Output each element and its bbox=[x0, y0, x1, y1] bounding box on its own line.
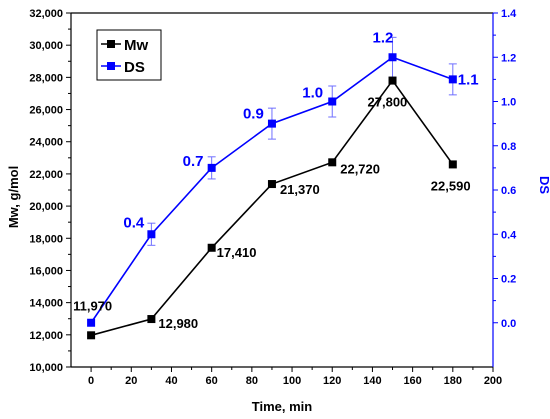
mw-data-label: 27,800 bbox=[368, 95, 408, 110]
y-right-tick-label: 0.4 bbox=[501, 229, 517, 241]
mw-data-label: 22,590 bbox=[431, 178, 471, 193]
y-left-tick-label: 14,000 bbox=[29, 298, 63, 310]
y-right-tick-label: 1.2 bbox=[501, 52, 516, 64]
x-tick-label: 200 bbox=[484, 375, 502, 387]
x-tick-label: 20 bbox=[125, 375, 137, 387]
ds-data-label: 1.2 bbox=[373, 29, 394, 46]
ds-point bbox=[388, 53, 397, 62]
x-tick-label: 180 bbox=[444, 375, 462, 387]
ds-data-label: 0.9 bbox=[243, 106, 264, 123]
legend-marker-ds bbox=[107, 62, 115, 70]
y-left-tick-label: 16,000 bbox=[29, 265, 63, 277]
y-right-tick-label: 1.0 bbox=[501, 97, 516, 109]
y-left-tick-label: 10,000 bbox=[29, 362, 63, 374]
y-left-tick-label: 12,000 bbox=[29, 330, 63, 342]
y-left-tick-label: 18,000 bbox=[29, 233, 63, 245]
legend-box bbox=[96, 29, 162, 81]
x-axis-title: Time, min bbox=[252, 399, 313, 414]
y-left-tick-label: 30,000 bbox=[29, 40, 63, 52]
mw-point bbox=[267, 180, 276, 189]
x-tick-label: 160 bbox=[403, 375, 421, 387]
mw-point bbox=[87, 331, 96, 340]
x-tick-label: 100 bbox=[283, 375, 301, 387]
mw-data-label: 21,370 bbox=[280, 182, 320, 197]
legend-label-ds: DS bbox=[124, 59, 145, 76]
ds-point bbox=[207, 163, 216, 172]
y-right-tick-label: 0.8 bbox=[501, 141, 516, 153]
ds-data-label: 1.1 bbox=[458, 71, 479, 88]
legend-marker-mw bbox=[107, 40, 115, 48]
legend-label-mw: Mw bbox=[124, 37, 148, 54]
x-tick-label: 80 bbox=[246, 375, 258, 387]
y-left-tick-label: 28,000 bbox=[29, 72, 63, 84]
mw-data-label: 12,980 bbox=[158, 316, 198, 331]
ds-point bbox=[448, 75, 457, 84]
mw-point bbox=[388, 76, 397, 85]
y-right-tick-label: 1.4 bbox=[501, 8, 517, 20]
y-left-tick-label: 26,000 bbox=[29, 105, 63, 117]
y-right-tick-label: 0.6 bbox=[501, 185, 516, 197]
ds-point bbox=[267, 119, 276, 128]
ds-data-label: 0.7 bbox=[183, 153, 204, 170]
mw-data-label: 22,720 bbox=[340, 161, 380, 176]
mw-data-label: 17,410 bbox=[217, 245, 257, 260]
y-axis-title-left: Mw, g/mol bbox=[6, 166, 21, 228]
ds-data-label: 1.0 bbox=[302, 85, 323, 102]
mw-point bbox=[207, 243, 216, 252]
ds-data-label: 0.4 bbox=[123, 214, 145, 231]
x-tick-label: 120 bbox=[323, 375, 341, 387]
plot-area: 0 20 40 60 80 100 120 140 160 180 200 10,000 12,000 1… bbox=[29, 8, 517, 387]
y-left-tick-label: 20,000 bbox=[29, 201, 63, 213]
legend: Mw DS bbox=[96, 29, 162, 81]
x-tick-label: 60 bbox=[206, 375, 218, 387]
y-left-tick-label: 22,000 bbox=[29, 169, 63, 181]
mw-point bbox=[147, 315, 156, 324]
x-tick-label: 140 bbox=[363, 375, 381, 387]
ds-point bbox=[328, 97, 337, 106]
x-tick-label: 0 bbox=[88, 375, 94, 387]
y-axis-title-right: DS bbox=[537, 176, 550, 194]
x-tick-label: 40 bbox=[165, 375, 177, 387]
mw-point bbox=[328, 158, 337, 167]
y-left-tick-label: 24,000 bbox=[29, 137, 63, 149]
y-right-tick-label: 0.2 bbox=[501, 274, 516, 286]
y-right-tick-label: 0.0 bbox=[501, 318, 516, 330]
ds-point bbox=[87, 318, 96, 327]
y-left-tick-label: 32,000 bbox=[29, 8, 63, 20]
ds-point bbox=[147, 230, 156, 239]
mw-point bbox=[448, 160, 457, 169]
mw-data-label: 11,970 bbox=[73, 298, 112, 313]
